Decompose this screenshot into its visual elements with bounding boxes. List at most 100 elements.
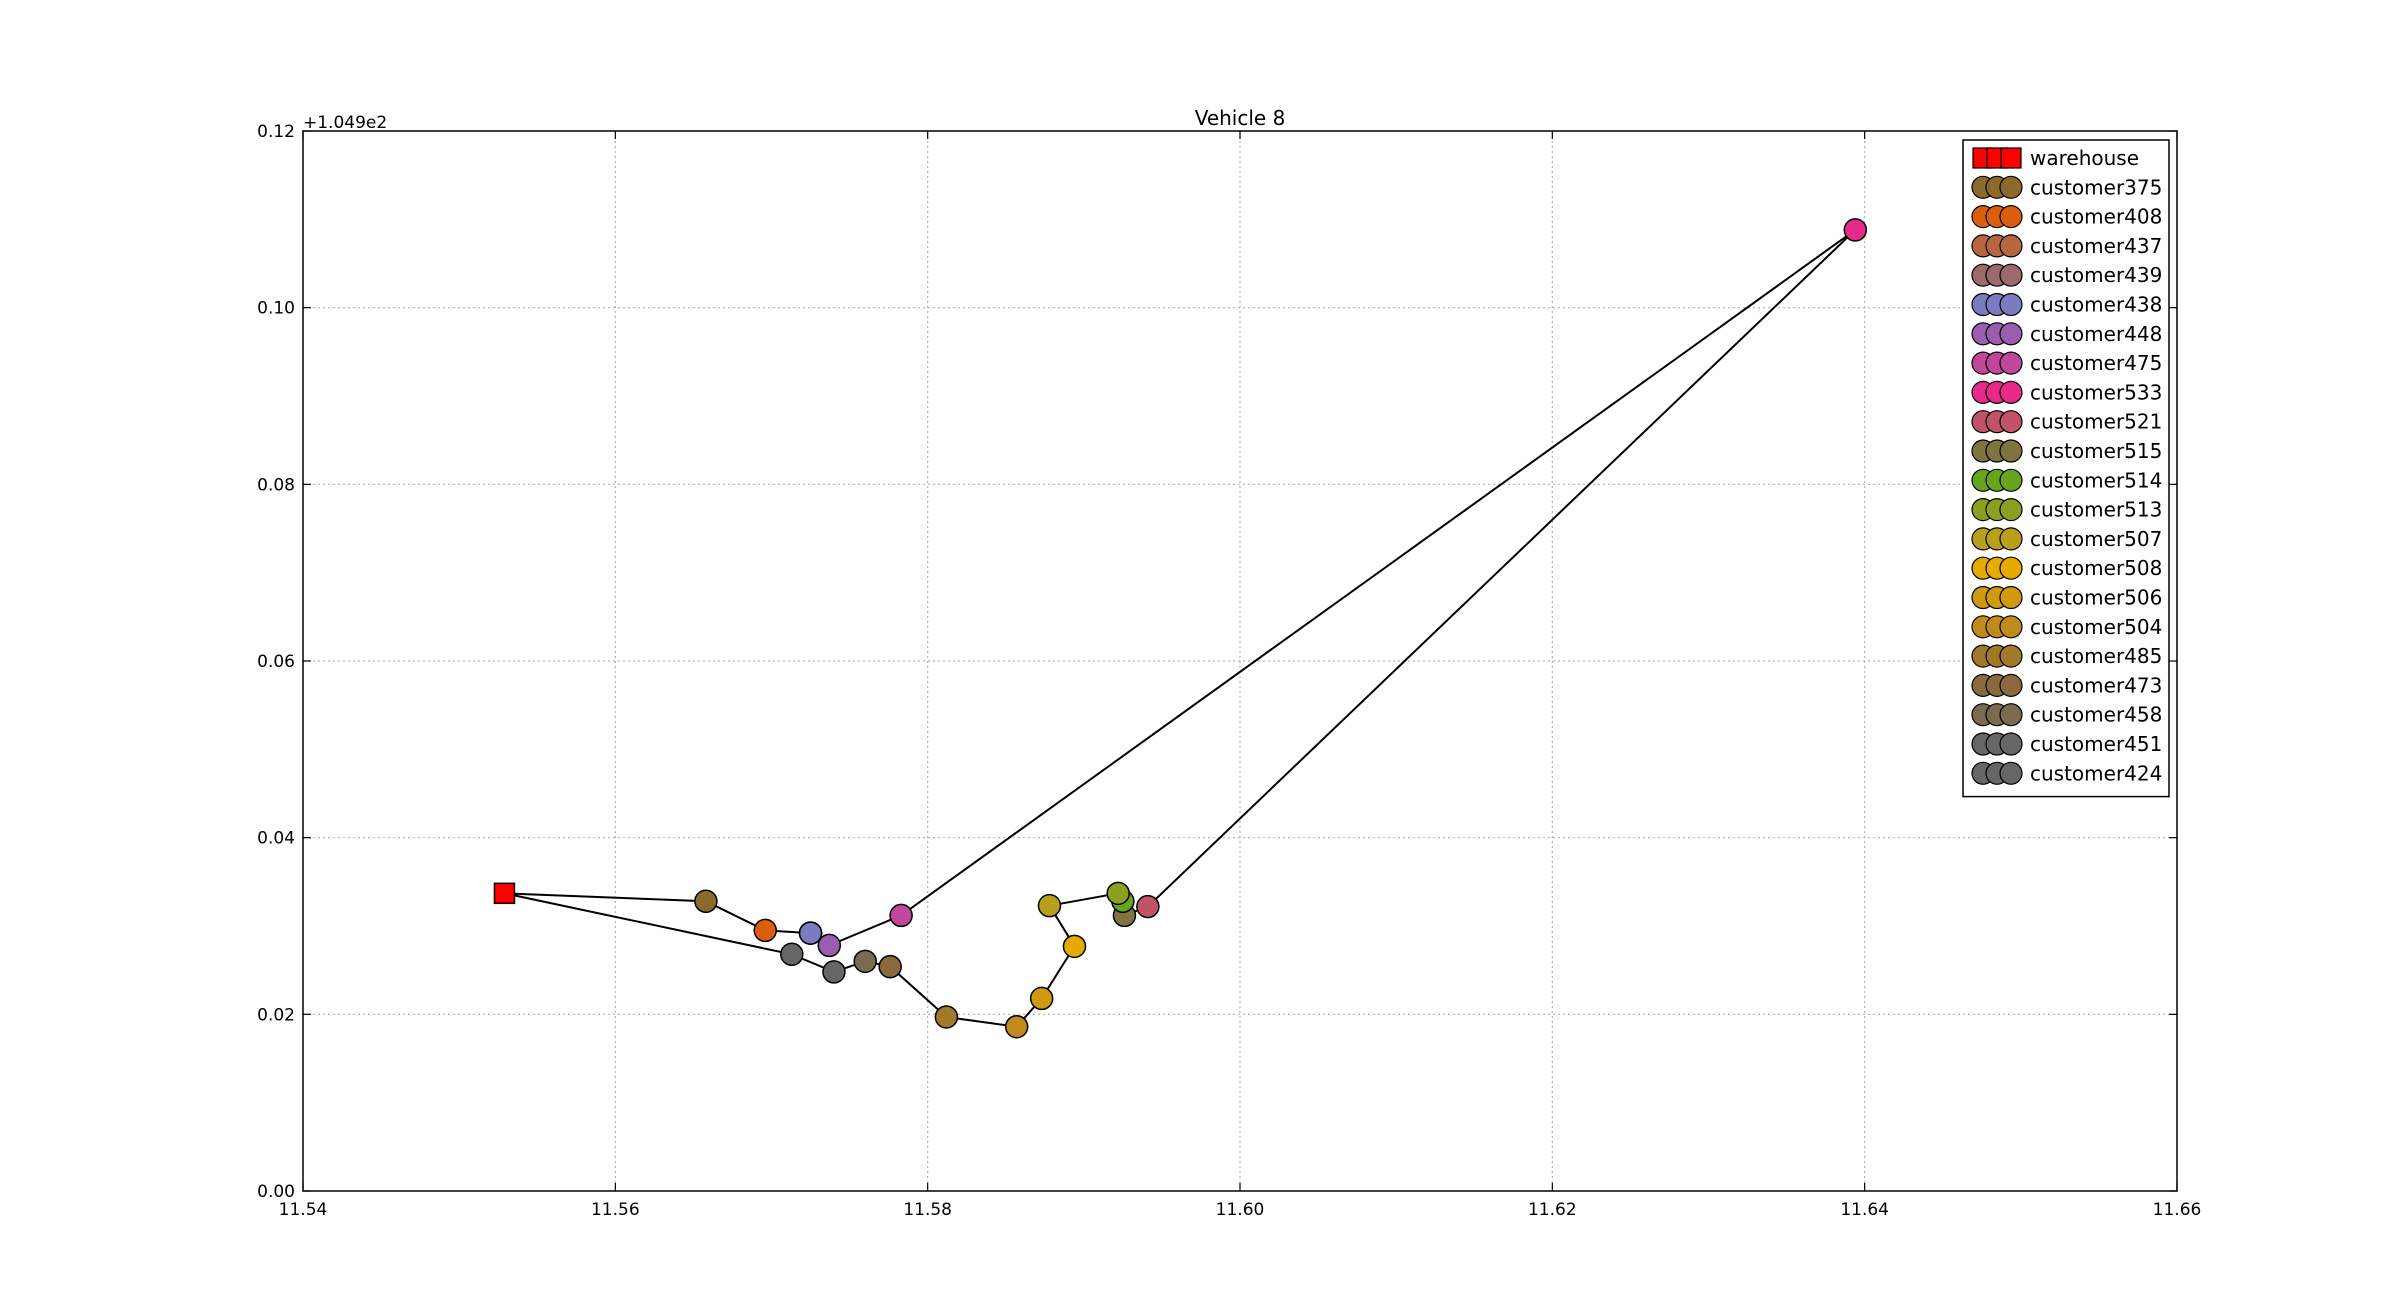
x-tick-label: 11.58 (903, 1200, 952, 1220)
point-customer375 (694, 889, 718, 914)
legend-entry: customer458 (1971, 703, 2162, 727)
legend-entry: customer485 (1971, 644, 2162, 668)
legend-entry: customer508 (1971, 556, 2162, 580)
legend-marker (1999, 703, 2023, 727)
legend-label: customer513 (2030, 498, 2162, 522)
legend-entry: customer437 (1971, 234, 2162, 258)
legend-marker (1999, 468, 2023, 492)
chart-title: Vehicle 8 (1195, 106, 1286, 130)
legend-marker (1999, 527, 2023, 551)
point-customer507 (1037, 893, 1062, 918)
legend-entry: customer506 (1971, 585, 2162, 610)
legend-label: warehouse (2030, 146, 2139, 170)
legend-label: customer533 (2030, 380, 2162, 404)
y-offset-label: +1.049e2 (303, 113, 387, 133)
legend-entry: customer438 (1971, 292, 2162, 317)
legend: warehouse customer375 customer408 customer4… (1962, 139, 2170, 798)
legend-marker (1999, 556, 2023, 580)
legend-label: customer408 (2030, 205, 2162, 229)
legend-marker (2000, 147, 2022, 169)
legend-label: customer473 (2030, 673, 2162, 697)
point-customer506 (1029, 986, 1054, 1011)
legend-label: customer508 (2030, 556, 2162, 580)
legend-marker (1999, 205, 2023, 229)
legend-label: customer437 (2030, 234, 2162, 258)
grid (303, 131, 2177, 1191)
y-tick-label: 0.12 (257, 122, 295, 142)
legend-entry: customer515 (1971, 439, 2162, 463)
y-tick-label: 0.04 (257, 829, 295, 849)
legend-marker (1999, 439, 2023, 463)
legend-entry: customer408 (1971, 205, 2162, 229)
point-customer424 (780, 942, 804, 967)
legend-entry: warehouse (1972, 146, 2139, 170)
point-customer408 (753, 918, 778, 943)
point-customer475 (889, 903, 913, 928)
legend-label: customer521 (2030, 410, 2162, 434)
legend-marker (1999, 761, 2023, 785)
legend-entry: customer475 (1971, 351, 2162, 375)
legend-marker (1999, 585, 2023, 610)
legend-entry: customer451 (1971, 732, 2162, 756)
route-points (493, 218, 1868, 1039)
point-customer508 (1062, 934, 1087, 959)
legend-label: customer424 (2030, 761, 2162, 785)
point-customer473 (878, 954, 902, 979)
point-customer521 (1136, 894, 1160, 919)
x-tick-label: 11.60 (1216, 1200, 1265, 1220)
legend-label: customer375 (2030, 175, 2162, 199)
legend-label: customer438 (2030, 293, 2162, 317)
legend-entry: customer448 (1971, 322, 2162, 346)
legend-marker (1999, 732, 2023, 756)
legend-entry: customer473 (1971, 673, 2162, 698)
legend-label: customer507 (2030, 527, 2162, 551)
legend-marker (1999, 322, 2023, 346)
legend-marker (1999, 234, 2023, 258)
legend-marker (1999, 644, 2023, 668)
y-tick-label: 0.00 (257, 1182, 295, 1202)
legend-label: customer448 (2030, 322, 2162, 346)
point-customer448 (817, 933, 842, 958)
legend-entry: customer439 (1971, 263, 2162, 287)
legend-label: customer451 (2030, 732, 2162, 756)
legend-entry: customer424 (1971, 761, 2162, 785)
x-tick-label: 11.64 (1840, 1200, 1889, 1220)
legend-label: customer506 (2030, 586, 2162, 610)
legend-label: customer475 (2030, 351, 2162, 375)
point-customer504 (1004, 1014, 1029, 1039)
legend-entry: customer504 (1971, 615, 2162, 639)
x-tick-label: 11.54 (279, 1200, 328, 1220)
point-customer438 (798, 921, 823, 945)
legend-marker (1999, 292, 2023, 317)
legend-marker (1999, 498, 2023, 522)
legend-entry: customer513 (1971, 498, 2162, 522)
point-customer513 (1106, 881, 1130, 906)
point-customer533 (1843, 218, 1868, 242)
legend-marker (1999, 673, 2023, 698)
point-customer451 (822, 960, 846, 984)
point-customer458 (853, 949, 877, 974)
y-tick-label: 0.08 (257, 475, 295, 495)
legend-label: customer515 (2030, 439, 2162, 463)
legend-label: customer504 (2030, 615, 2162, 639)
legend-label: customer439 (2030, 263, 2162, 287)
x-tick-label: 11.62 (1528, 1200, 1577, 1220)
legend-entry: customer521 (1971, 410, 2162, 434)
legend-label: customer458 (2030, 703, 2162, 727)
legend-label: customer514 (2030, 468, 2162, 492)
legend-entry: customer375 (1971, 175, 2162, 199)
point-customer485 (934, 1005, 959, 1029)
legend-label: customer485 (2030, 644, 2162, 668)
axis-ticks: 11.54 11.56 11.58 11.60 11.62 11.64 11.66 0.00 0… (257, 122, 2201, 1220)
legend-marker (1999, 175, 2023, 199)
x-tick-label: 11.66 (2153, 1200, 2202, 1220)
legend-entry: customer514 (1971, 468, 2162, 492)
y-tick-label: 0.02 (257, 1005, 295, 1025)
legend-entry: customer533 (1971, 380, 2162, 404)
legend-marker (1999, 380, 2023, 404)
y-tick-label: 0.10 (257, 299, 295, 319)
legend-marker (1999, 615, 2023, 639)
point-warehouse (493, 882, 516, 905)
y-tick-label: 0.06 (257, 652, 295, 672)
